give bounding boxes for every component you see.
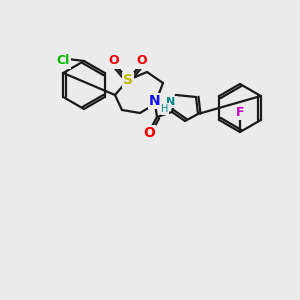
Text: Cl: Cl — [56, 55, 70, 68]
Text: O: O — [137, 55, 147, 68]
Text: N: N — [149, 94, 161, 108]
Text: O: O — [109, 55, 119, 68]
Text: H: H — [161, 104, 169, 114]
Text: F: F — [236, 106, 244, 118]
Text: O: O — [143, 126, 155, 140]
Text: S: S — [123, 73, 133, 87]
Text: N: N — [167, 97, 176, 107]
